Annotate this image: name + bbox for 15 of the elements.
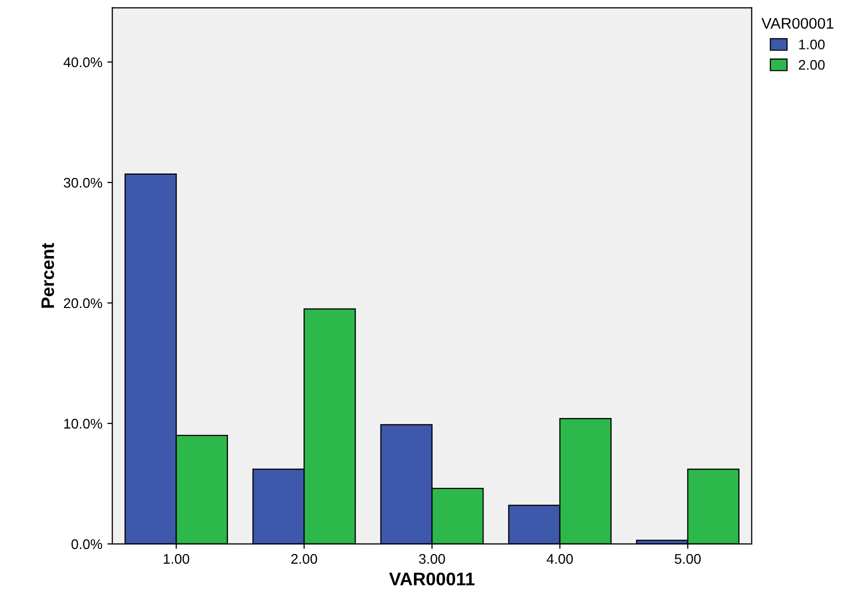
legend-label: 1.00	[799, 40, 825, 50]
x-tick-label: 1.00	[164, 554, 190, 564]
x-axis-title: VAR00011	[389, 572, 474, 586]
y-tick-label: 30.0%	[64, 178, 102, 188]
legend-label: 2.00	[798, 60, 825, 70]
y-axis-title: Percent	[41, 242, 54, 308]
x-tick-label: 3.00	[419, 554, 445, 564]
legend-title: VAR00001	[761, 18, 834, 29]
y-tick-label: 10.0%	[64, 418, 102, 429]
x-tick-label: 2.00	[291, 554, 318, 564]
x-tick-label: 4.00	[546, 554, 573, 564]
y-tick-label: 0.0%	[71, 539, 102, 550]
y-tick-label: 20.0%	[64, 298, 102, 308]
x-tick-label: 5.00	[674, 554, 701, 564]
y-tick-label: 40.0%	[64, 57, 102, 68]
